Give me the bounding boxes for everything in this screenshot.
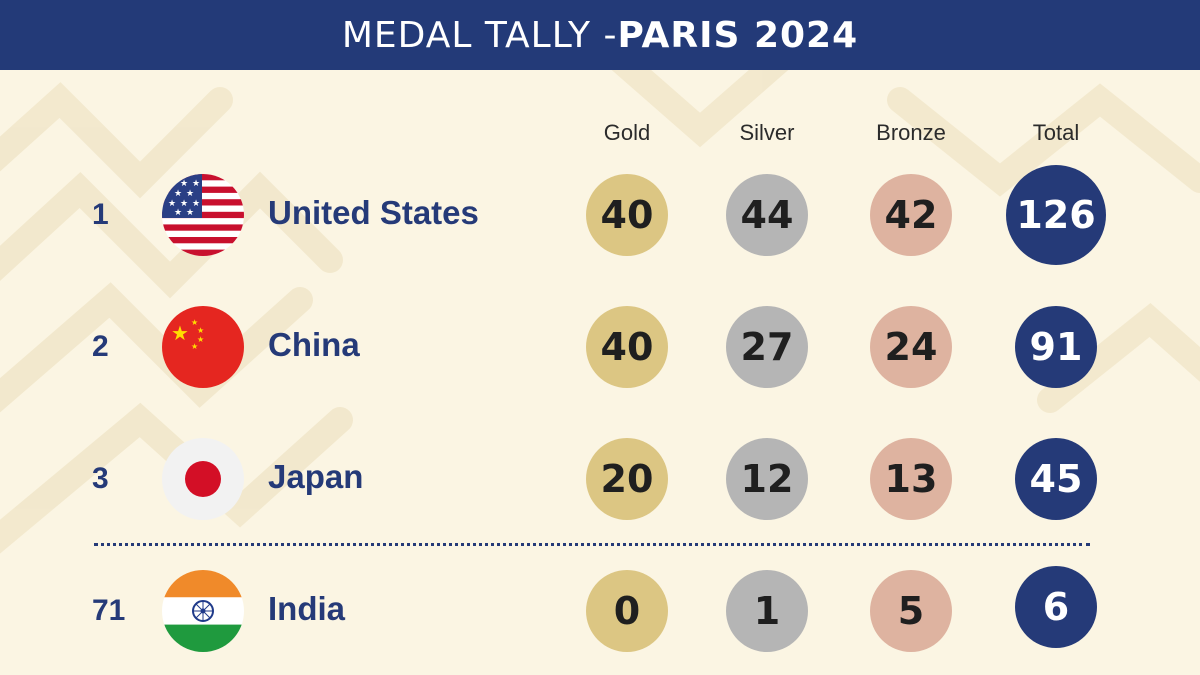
svg-text:★: ★: [174, 208, 182, 218]
china-flag-icon: ★ ★ ★ ★ ★: [162, 306, 244, 388]
column-header-silver: Silver: [739, 120, 795, 145]
japan-flag-icon: [162, 438, 244, 520]
svg-text:★: ★: [168, 199, 176, 209]
column-header-gold: Gold: [603, 120, 651, 145]
total-count: 126: [1006, 165, 1106, 265]
svg-text:★: ★: [174, 189, 182, 199]
gold-count: 40: [586, 306, 668, 388]
table-row: 1 ★ ★ ★ ★ ★ ★ ★ ★ ★ ★ United States 40 44 42 1…: [0, 165, 1200, 265]
svg-text:★: ★: [197, 335, 204, 344]
silver-count: 27: [726, 306, 808, 388]
title-event: PARIS 2024: [617, 14, 859, 56]
svg-text:★: ★: [180, 179, 188, 189]
country-name: India: [268, 590, 346, 627]
rank: 2: [92, 330, 109, 363]
gold-count: 20: [586, 438, 668, 520]
svg-text:★: ★: [171, 321, 189, 345]
total-count: 6: [1015, 566, 1097, 648]
bronze-count: 42: [870, 174, 952, 256]
country-name: China: [268, 326, 360, 363]
title-text: MEDAL TALLY -: [341, 14, 618, 56]
bronze-count: 5: [870, 570, 952, 652]
svg-text:★: ★: [191, 342, 198, 351]
silver-count: 44: [726, 174, 808, 256]
svg-text:★: ★: [192, 179, 200, 189]
svg-text:★: ★: [191, 318, 198, 327]
usa-flag-icon: ★ ★ ★ ★ ★ ★ ★ ★ ★ ★: [162, 174, 244, 256]
table-row: 71 India 0 1 5 6: [0, 566, 1200, 656]
rank: 71: [92, 594, 126, 627]
svg-text:★: ★: [186, 189, 194, 199]
svg-text:★: ★: [168, 179, 176, 189]
bronze-count: 24: [870, 306, 952, 388]
india-flag-icon: [162, 570, 244, 652]
column-header-bronze: Bronze: [876, 120, 946, 145]
rank: 1: [92, 198, 109, 231]
gold-count: 0: [586, 570, 668, 652]
table-row: 3 Japan 20 12 13 45: [0, 434, 1200, 524]
country-name: United States: [268, 194, 479, 231]
title-banner: MEDAL TALLY - PARIS 2024: [0, 0, 1200, 70]
column-header-total: Total: [1032, 120, 1080, 145]
silver-count: 12: [726, 438, 808, 520]
svg-text:★: ★: [186, 208, 194, 218]
table-row: 2 ★ ★ ★ ★ ★ China 40 27 24 91: [0, 302, 1200, 392]
gold-count: 40: [586, 174, 668, 256]
svg-text:★: ★: [197, 326, 204, 335]
divider: [94, 543, 1090, 546]
total-count: 91: [1015, 306, 1097, 388]
rank: 3: [92, 462, 109, 495]
country-name: Japan: [268, 458, 364, 495]
svg-text:★: ★: [180, 199, 188, 209]
silver-count: 1: [726, 570, 808, 652]
bronze-count: 13: [870, 438, 952, 520]
total-count: 45: [1015, 438, 1097, 520]
svg-text:★: ★: [192, 199, 200, 209]
